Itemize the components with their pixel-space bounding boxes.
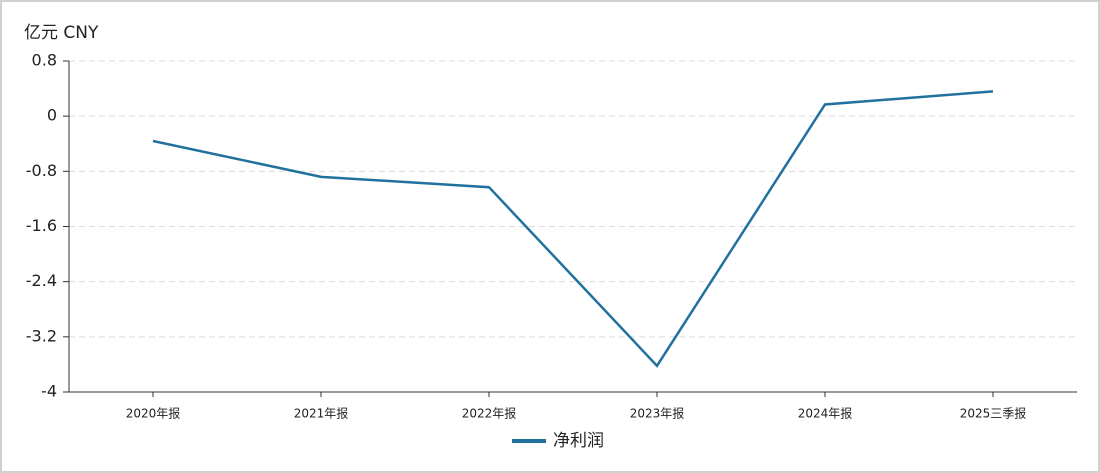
y-tick-label: -4 <box>41 382 57 401</box>
y-axis-label: 亿元 CNY <box>24 23 99 43</box>
x-tick-label: 2025三季报 <box>960 406 1027 421</box>
y-tick-label: -3.2 <box>26 326 57 345</box>
legend-label: 净利润 <box>553 431 604 451</box>
x-tick-label: 2024年报 <box>798 406 853 421</box>
y-tick-label: -1.6 <box>26 216 57 235</box>
y-tick-label: -0.8 <box>26 161 57 180</box>
y-tick-label: 0.8 <box>32 51 57 70</box>
y-tick-label: -2.4 <box>26 271 57 290</box>
line-series <box>152 90 994 368</box>
x-tick-label: 2023年报 <box>630 406 685 421</box>
x-tick-label: 2020年报 <box>126 406 181 421</box>
y-tick-label: 0 <box>47 106 57 125</box>
x-tick-label: 2021年报 <box>294 406 349 421</box>
x-tick-label: 2022年报 <box>462 406 517 421</box>
